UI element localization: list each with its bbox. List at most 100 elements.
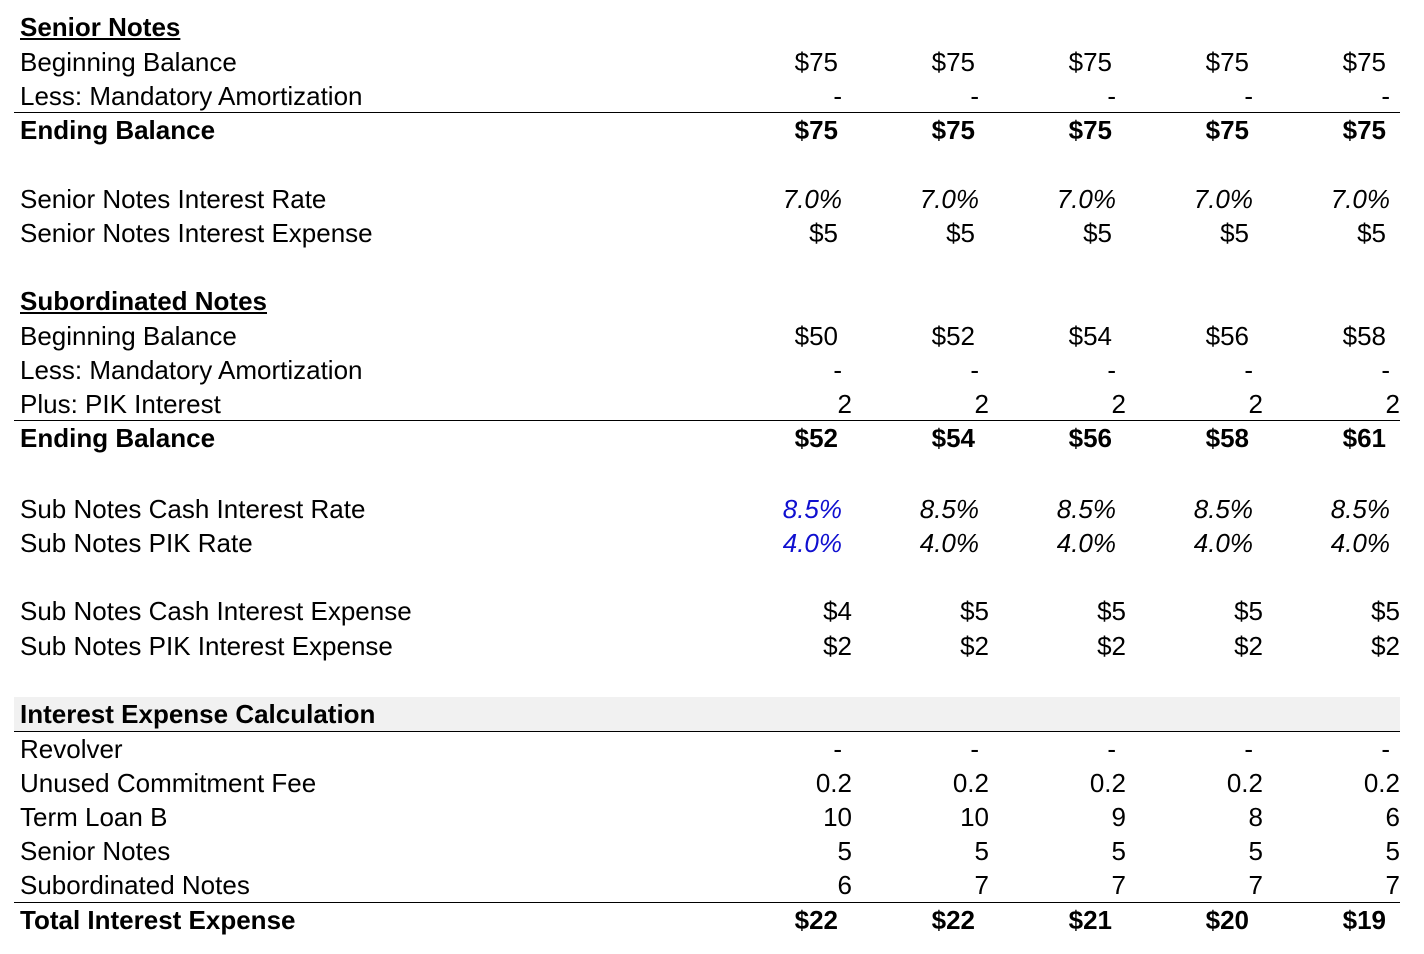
cell: $5 (946, 218, 975, 248)
cell: 7 (1111, 870, 1126, 900)
cell: 8.5% (1056, 494, 1116, 524)
cell: 7.0% (1056, 184, 1116, 214)
cell: $5 (1097, 596, 1126, 626)
cell: $75 (1342, 115, 1386, 145)
cell: $75 (1205, 115, 1249, 145)
row-label: Unused Commitment Fee (20, 768, 317, 798)
cell: $22 (931, 905, 975, 935)
cell: 7.0% (1330, 184, 1390, 214)
cell: - (833, 355, 842, 385)
cell: 4.0% (1330, 528, 1390, 558)
revolver-row: Revolver - - - - - (14, 732, 1400, 766)
cell: - (1381, 81, 1390, 111)
cell: - (970, 81, 979, 111)
cell: 5 (1248, 836, 1263, 866)
cell: 0.2 (1363, 768, 1400, 798)
sub-pik-interest-row: Plus: PIK Interest 2 2 2 2 2 (14, 387, 1400, 421)
cell: 10 (960, 802, 989, 832)
input-cell[interactable]: 8.5% (782, 494, 842, 524)
cell: 5 (837, 836, 852, 866)
sub-pik-expense-row: Sub Notes PIK Interest Expense $2 $2 $2 … (14, 629, 1400, 663)
cell: $56 (1068, 423, 1112, 453)
cell: $2 (1097, 631, 1126, 661)
cell: 5 (1385, 836, 1400, 866)
cell: $56 (1205, 321, 1249, 351)
section-title: Subordinated Notes (20, 286, 268, 316)
subordinated-notes-expense-row: Subordinated Notes 6 7 7 7 7 (14, 868, 1400, 902)
cell: - (1381, 355, 1390, 385)
cell: 7.0% (1193, 184, 1253, 214)
cell: 0.2 (1226, 768, 1263, 798)
cell: $54 (1068, 321, 1112, 351)
cell: - (833, 81, 842, 111)
senior-ending-balance-row: Ending Balance $75 $75 $75 $75 $75 (14, 112, 1400, 147)
term-loan-b-row: Term Loan B 10 10 9 8 6 (14, 800, 1400, 834)
cell: - (1107, 734, 1116, 764)
cell: 7.0% (782, 184, 842, 214)
cell: - (1244, 81, 1253, 111)
row-label: Term Loan B (20, 802, 168, 832)
cell: $52 (794, 423, 838, 453)
cell: $2 (960, 631, 989, 661)
cell: - (970, 355, 979, 385)
row-label: Total Interest Expense (20, 905, 296, 935)
row-label: Beginning Balance (20, 47, 237, 77)
cell: $58 (1342, 321, 1386, 351)
cell: $2 (1371, 631, 1400, 661)
cell: $5 (809, 218, 838, 248)
cell: 0.2 (1089, 768, 1126, 798)
sub-cash-rate-row: Sub Notes Cash Interest Rate 8.5% 8.5% 8… (14, 492, 1400, 526)
row-label: Subordinated Notes (20, 870, 250, 900)
cell: $52 (931, 321, 975, 351)
cell: 2 (1248, 389, 1263, 419)
cell: $20 (1205, 905, 1249, 935)
cell: 6 (837, 870, 852, 900)
cell: 2 (974, 389, 989, 419)
cell: 6 (1385, 802, 1400, 832)
sub-notes-header-row: Subordinated Notes (14, 284, 1400, 318)
cell: 4.0% (1193, 528, 1253, 558)
input-cell[interactable]: 4.0% (782, 528, 842, 558)
sub-ending-balance-row: Ending Balance $52 $54 $56 $58 $61 (14, 420, 1400, 455)
cell: - (970, 734, 979, 764)
sub-pik-rate-row: Sub Notes PIK Rate 4.0% 4.0% 4.0% 4.0% 4… (14, 526, 1400, 560)
sub-cash-expense-row: Sub Notes Cash Interest Expense $4 $5 $5… (14, 594, 1400, 628)
cell: 8 (1248, 802, 1263, 832)
cell: $75 (1205, 47, 1249, 77)
cell: $50 (794, 321, 838, 351)
row-label: Senior Notes (20, 836, 171, 866)
cell: 0.2 (952, 768, 989, 798)
commitment-fee-row: Unused Commitment Fee 0.2 0.2 0.2 0.2 0.… (14, 766, 1400, 800)
cell: 7 (1385, 870, 1400, 900)
cell: $21 (1068, 905, 1112, 935)
cell: $19 (1342, 905, 1386, 935)
cell: - (1381, 734, 1390, 764)
cell: 2 (1385, 389, 1400, 419)
senior-notes-expense-row: Senior Notes 5 5 5 5 5 (14, 834, 1400, 868)
cell: 2 (1111, 389, 1126, 419)
cell: $5 (1083, 218, 1112, 248)
cell: 4.0% (919, 528, 979, 558)
cell: $75 (1068, 47, 1112, 77)
cell: 0.2 (815, 768, 852, 798)
row-label: Sub Notes Cash Interest Expense (20, 596, 412, 626)
sub-amortization-row: Less: Mandatory Amortization - - - - - (14, 353, 1400, 387)
row-label: Ending Balance (20, 423, 216, 453)
cell: $5 (1234, 596, 1263, 626)
cell: $75 (931, 115, 975, 145)
cell: $58 (1205, 423, 1249, 453)
section-title: Interest Expense Calculation (20, 699, 376, 729)
cell: - (1244, 355, 1253, 385)
senior-interest-expense-row: Senior Notes Interest Expense $5 $5 $5 $… (14, 216, 1400, 250)
cell: $75 (1068, 115, 1112, 145)
cell: 5 (974, 836, 989, 866)
cell: $5 (1371, 596, 1400, 626)
cell: $5 (960, 596, 989, 626)
cell: $2 (823, 631, 852, 661)
row-label: Less: Mandatory Amortization (20, 81, 363, 111)
cell: 7 (1248, 870, 1263, 900)
row-label: Ending Balance (20, 115, 216, 145)
cell: $75 (794, 47, 838, 77)
senior-notes-header-row: Senior Notes (14, 10, 1400, 44)
cell: 9 (1111, 802, 1126, 832)
